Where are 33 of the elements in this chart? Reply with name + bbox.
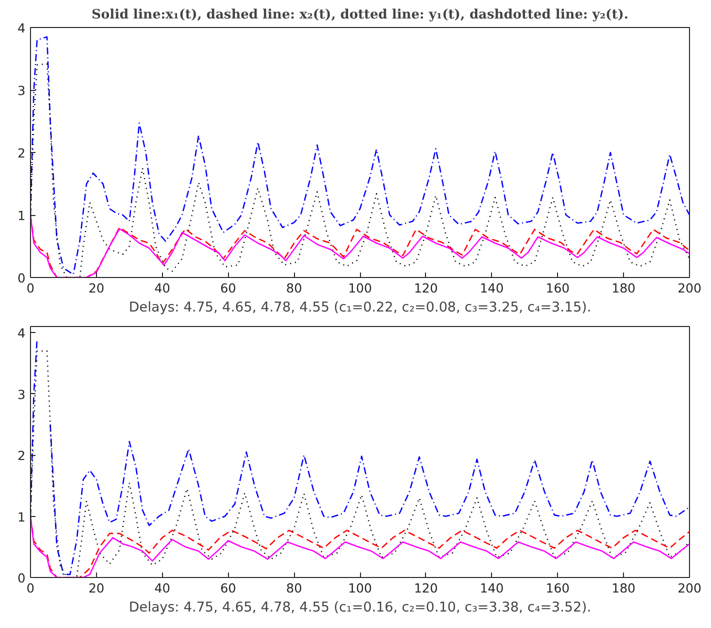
- y-tick-label: 1: [18, 208, 26, 223]
- y-tick-label: 0: [18, 270, 26, 286]
- x-tick-label: 120: [414, 580, 438, 596]
- x-tick-label: 160: [546, 280, 570, 296]
- y-tick-label: 2: [18, 448, 26, 464]
- y-tick-label: 2: [18, 146, 26, 160]
- x-tick-label: 180: [612, 580, 636, 596]
- x-tick-label: 40: [154, 280, 170, 296]
- y-tick-label: 4: [18, 326, 26, 341]
- y-tick-label: 3: [18, 83, 26, 98]
- y-tick-label: 4: [18, 20, 26, 36]
- x-tick-label: 200: [678, 580, 702, 596]
- x-tick-label: 100: [348, 580, 372, 596]
- x-tick-label: 80: [286, 280, 302, 296]
- y-tick-label: 3: [18, 386, 26, 402]
- x-tick-label: 100: [348, 280, 372, 296]
- y-tick-label: 1: [18, 509, 26, 524]
- x-tick-label: 40: [154, 580, 170, 596]
- y-tick-label: 0: [18, 570, 26, 586]
- x-tick-label: 60: [220, 280, 236, 296]
- x-tick-label: 20: [88, 580, 104, 596]
- x-tick-label: 180: [612, 280, 636, 296]
- x-tick-label: 200: [678, 280, 702, 296]
- x-tick-label: 160: [546, 580, 570, 596]
- x-tick-label: 20: [88, 280, 104, 296]
- x-tick-label: 80: [286, 580, 302, 596]
- chart-title: Solid line:x₁(t), dashed line: x₂(t), dotted line: y₁(t), dashdotted line: y₂(t).: [92, 8, 628, 22]
- x-tick-label: 120: [414, 280, 438, 296]
- x-tick-label: 140: [480, 580, 504, 596]
- x-axis-title: Delays: 4.75, 4.65, 4.78, 4.55 (c₁=0.22, c₂=0.08, c₃=3.25, c₄=3.15).: [128, 300, 592, 316]
- x-tick-label: 60: [220, 580, 236, 596]
- x-tick-label: 140: [480, 280, 504, 296]
- x-axis-title: Delays: 4.75, 4.65, 4.78, 4.55 (c₁=0.16, c₂=0.10, c₃=3.38, c₄=3.52).: [128, 600, 592, 616]
